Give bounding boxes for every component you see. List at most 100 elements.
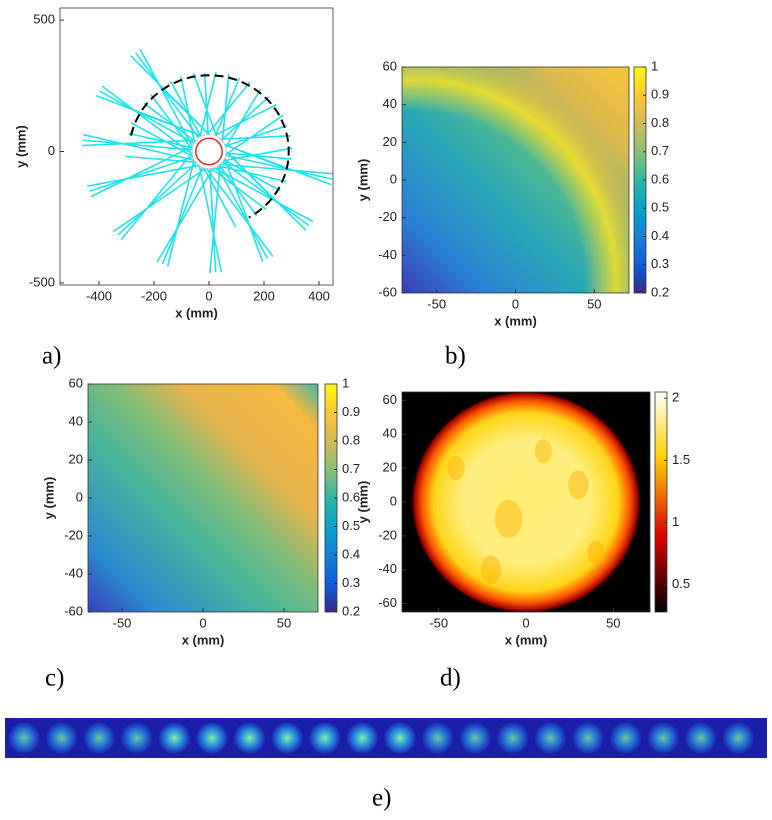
ray	[150, 93, 274, 257]
plot-area	[402, 392, 650, 612]
y-tick-label: -20	[64, 527, 83, 542]
heatmap-blob	[480, 555, 502, 585]
y-axis-label: y (mm)	[355, 159, 370, 202]
x-tick-label: 50	[606, 615, 620, 630]
y-tick-label: -40	[378, 247, 397, 262]
panel-label: a)	[42, 343, 61, 370]
y-tick-label: 0	[390, 493, 397, 508]
y-tick-label: 60	[383, 58, 397, 73]
colorbar-tick-label: 0.6	[651, 171, 669, 186]
colorbar-tick-label: 1.5	[672, 452, 690, 467]
x-tick-label: 0	[512, 296, 519, 311]
x-tick-label: 0	[522, 615, 529, 630]
colorbar-tick-label: 0.6	[342, 489, 360, 504]
colorbar	[654, 391, 668, 613]
y-axis-label: y (mm)	[355, 481, 370, 524]
x-tick-label: -50	[429, 615, 448, 630]
beam-spot	[233, 722, 266, 754]
y-tick-label: 20	[383, 134, 397, 149]
ray	[139, 48, 237, 228]
heatmap-blob	[568, 470, 589, 500]
y-tick-label: 60	[69, 375, 83, 390]
beam-spot	[196, 722, 228, 754]
heatmap	[88, 384, 318, 612]
x-tick-label: -50	[113, 615, 132, 630]
colorbar-tick-label: 0.2	[342, 603, 360, 618]
ray	[166, 71, 217, 267]
panel-label: c)	[45, 665, 64, 692]
x-tick-label: 0	[205, 288, 212, 303]
x-tick-label: -50	[427, 296, 446, 311]
beam-spot	[572, 722, 604, 754]
colorbar-tick-label: 1	[342, 375, 349, 390]
panel-label: e)	[372, 785, 391, 812]
ray	[87, 147, 293, 187]
y-tick-label: -40	[378, 561, 397, 576]
source-arc	[130, 74, 290, 219]
x-axis-label: x (mm)	[505, 632, 548, 647]
x-tick-label: 200	[253, 288, 275, 303]
panel-label: b)	[445, 343, 466, 370]
colorbar-tick-label: 0.3	[651, 256, 669, 271]
colorbar-tick-label: 1	[651, 58, 658, 73]
y-tick-label: 0	[48, 143, 55, 158]
beam-spot	[534, 722, 567, 754]
x-tick-label: -200	[141, 288, 167, 303]
beam-spot	[609, 722, 642, 754]
x-tick-label: 0	[199, 615, 206, 630]
x-axis-label: x (mm)	[175, 305, 218, 320]
ray	[82, 135, 291, 147]
beam-spot	[308, 722, 341, 754]
colorbar-tick-label: 0.9	[651, 87, 669, 102]
colorbar-tick-label: 0.8	[342, 432, 360, 447]
beam-spot	[45, 722, 78, 754]
ray	[180, 76, 223, 273]
colorbar-tick-label: 0.2	[651, 284, 669, 299]
x-tick-label: 50	[587, 296, 601, 311]
beam-spot	[120, 722, 153, 754]
y-tick-label: 40	[383, 96, 397, 111]
plot-area	[402, 67, 629, 293]
beam-spot	[271, 722, 304, 754]
beam-spot	[647, 722, 680, 754]
ray	[112, 114, 284, 233]
y-axis-label: y (mm)	[41, 477, 56, 520]
y-tick-label: 40	[69, 413, 83, 428]
heatmap-blob	[494, 499, 523, 539]
beam-spot	[8, 722, 40, 754]
beam-spot	[722, 722, 755, 754]
ray	[101, 85, 267, 211]
y-tick-label: -60	[64, 603, 83, 618]
y-tick-label: -60	[378, 284, 397, 299]
beam-spot	[496, 722, 529, 754]
target-disk	[191, 133, 227, 170]
y-tick-label: 500	[33, 12, 55, 27]
y-tick-label: -60	[378, 595, 397, 610]
beam-spot	[346, 722, 379, 754]
y-tick-label: 0	[76, 489, 83, 504]
beam-spot	[384, 722, 416, 754]
x-tick-label: 50	[277, 615, 291, 630]
y-tick-label: 0	[390, 171, 397, 186]
ray	[130, 55, 276, 201]
colorbar-tick-label: 0.5	[651, 200, 669, 215]
y-tick-label: -20	[378, 527, 397, 542]
beam-spot	[421, 722, 454, 754]
y-tick-label: -20	[378, 209, 397, 224]
heatmap-blob	[447, 456, 465, 481]
plot-area	[88, 384, 318, 612]
ray	[83, 133, 287, 183]
colorbar-tick-label: 1	[672, 514, 679, 529]
heatmap-ridge	[402, 67, 629, 293]
x-tick-label: 400	[308, 288, 330, 303]
colorbar-tick-label: 0.8	[651, 115, 669, 130]
colorbar-tick-label: 0.9	[342, 404, 360, 419]
x-tick-label: -400	[86, 288, 112, 303]
beam-spot	[684, 722, 717, 754]
colorbar-tick-label: 0.7	[651, 143, 669, 158]
plot-area	[82, 48, 333, 274]
y-tick-label: 20	[383, 460, 397, 475]
y-tick-label: -40	[64, 565, 83, 580]
y-axis-label: y (mm)	[13, 125, 28, 168]
